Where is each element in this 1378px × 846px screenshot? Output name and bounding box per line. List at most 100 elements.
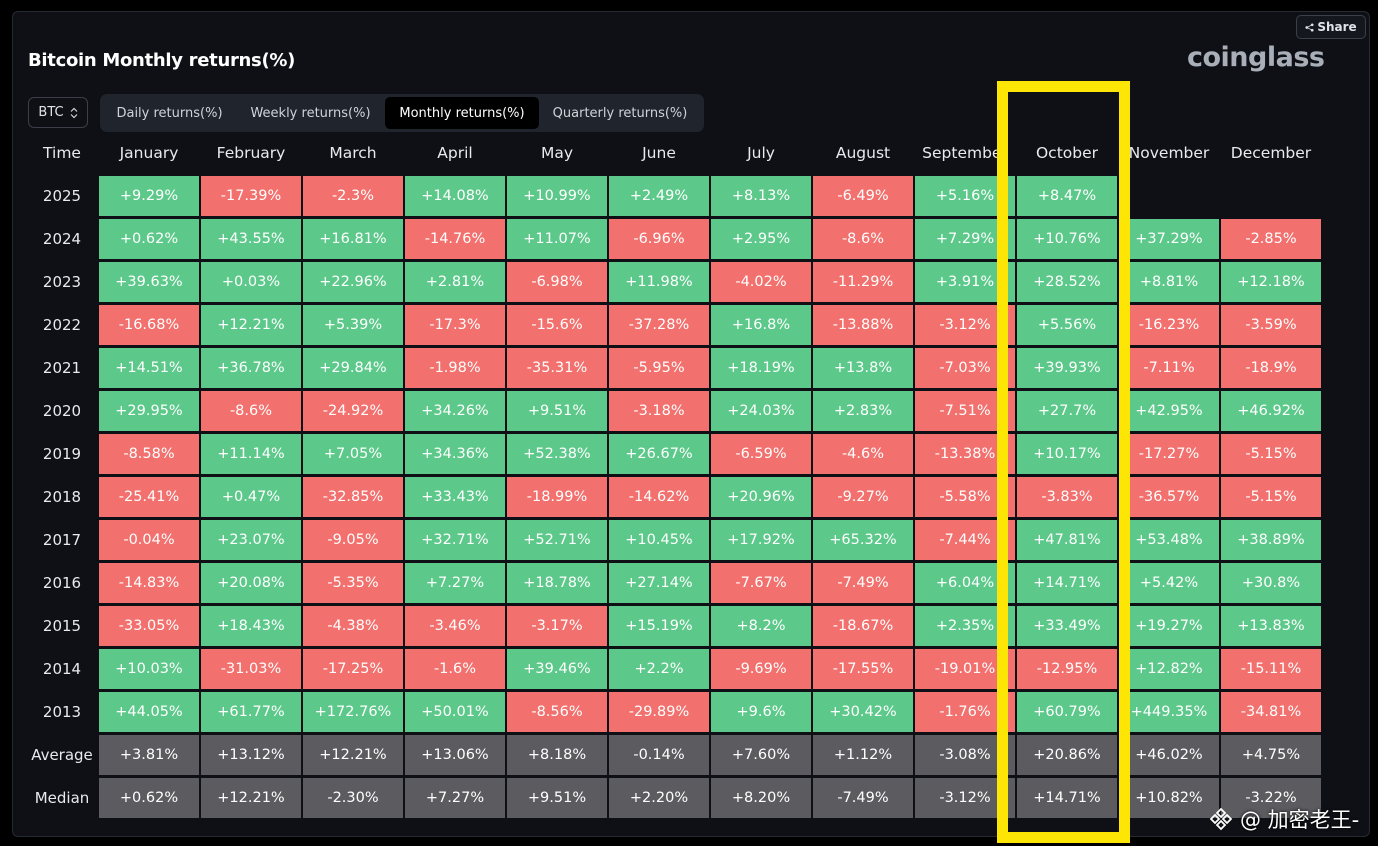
return-cell: -6.59% [711,434,811,474]
return-cell: -1.6% [405,649,505,689]
month-header-august: August [835,144,891,162]
return-cell: +19.27% [1119,606,1219,646]
return-cell: +0.03% [201,262,301,302]
return-cell: +10.99% [507,176,607,216]
return-cell: +34.36% [405,434,505,474]
return-cell: -7.49% [813,563,913,603]
return-cell: +30.8% [1221,563,1321,603]
return-cell: +30.42% [813,692,913,732]
return-cell: +10.03% [99,649,199,689]
return-cell: +13.8% [813,348,913,388]
return-cell: +60.79% [1017,692,1117,732]
page-title: Bitcoin Monthly returns(%) [28,50,296,71]
return-cell: +12.18% [1221,262,1321,302]
return-cell: +2.95% [711,219,811,259]
share-icon [1305,22,1314,32]
year-label: 2013 [42,703,82,721]
return-cell: +8.2% [711,606,811,646]
return-cell: +5.42% [1119,563,1219,603]
return-cell: +14.51% [99,348,199,388]
return-cell: +20.08% [201,563,301,603]
returns-tabs: Daily returns(%) Weekly returns(%) Monthly… [100,94,704,132]
return-cell: +65.32% [813,520,913,560]
return-cell: +449.35% [1119,692,1219,732]
stat-cell: +14.71% [1017,778,1117,818]
watermark: @ 加密老王- [1208,804,1359,834]
return-cell: +2.2% [609,649,709,689]
return-cell: -9.05% [303,520,403,560]
return-cell: +44.05% [99,692,199,732]
return-cell: -6.49% [813,176,913,216]
return-cell: +61.77% [201,692,301,732]
return-cell: -1.98% [405,348,505,388]
return-cell: +0.62% [99,219,199,259]
return-cell: +18.43% [201,606,301,646]
return-cell: -6.98% [507,262,607,302]
return-cell: -19.01% [915,649,1015,689]
coin-selector[interactable]: BTC [28,97,88,128]
binance-logo-icon [1209,807,1233,831]
return-cell: -7.51% [915,391,1015,431]
return-cell: +32.71% [405,520,505,560]
year-label: 2023 [42,273,82,291]
tab-daily-returns[interactable]: Daily returns(%) [116,105,223,121]
year-label: 2019 [42,445,82,463]
return-cell: +36.78% [201,348,301,388]
stat-cell: +4.75% [1221,735,1321,775]
return-cell: -14.83% [99,563,199,603]
return-cell: +16.8% [711,305,811,345]
return-cell: -9.69% [711,649,811,689]
return-cell: +22.96% [303,262,403,302]
return-cell: -25.41% [99,477,199,517]
month-header-july: July [747,144,775,162]
return-cell: +15.19% [609,606,709,646]
return-cell: +18.19% [711,348,811,388]
year-label: 2021 [42,359,82,377]
chevron-up-down-icon [70,107,78,118]
return-cell: -5.95% [609,348,709,388]
stat-cell: +0.62% [99,778,199,818]
return-cell: -35.31% [507,348,607,388]
return-cell: +43.55% [201,219,301,259]
return-cell: +33.43% [405,477,505,517]
share-button[interactable]: Share [1296,15,1366,39]
stat-cell: -2.30% [303,778,403,818]
return-cell: +12.21% [201,305,301,345]
return-cell: -37.28% [609,305,709,345]
return-cell: +39.63% [99,262,199,302]
stat-cell: +8.18% [507,735,607,775]
return-cell: -15.11% [1221,649,1321,689]
month-header-september: September [922,144,1008,162]
tab-weekly-returns[interactable]: Weekly returns(%) [250,105,371,121]
tab-quarterly-returns[interactable]: Quarterly returns(%) [552,105,688,121]
return-cell: +27.14% [609,563,709,603]
return-cell: -11.29% [813,262,913,302]
return-cell: -1.76% [915,692,1015,732]
return-cell: +10.45% [609,520,709,560]
return-cell: -3.83% [1017,477,1117,517]
return-cell: +172.76% [303,692,403,732]
return-cell: +28.52% [1017,262,1117,302]
stat-cell: -3.22% [1221,778,1321,818]
month-header-october: October [1035,144,1099,162]
return-cell: +2.81% [405,262,505,302]
month-header-april: April [437,144,473,162]
return-cell: +47.81% [1017,520,1117,560]
return-cell: +6.04% [915,563,1015,603]
tab-monthly-returns[interactable]: Monthly returns(%) [385,97,539,129]
month-header-june: June [642,144,676,162]
stat-cell: +3.81% [99,735,199,775]
return-cell: +2.35% [915,606,1015,646]
return-cell: +27.7% [1017,391,1117,431]
return-cell: +5.56% [1017,305,1117,345]
return-cell: +13.83% [1221,606,1321,646]
stat-cell: +20.86% [1017,735,1117,775]
return-cell: +7.05% [303,434,403,474]
stat-cell: +8.20% [711,778,811,818]
watermark-text: @ 加密老王- [1240,808,1360,832]
stat-cell: +9.51% [507,778,607,818]
return-cell: +3.91% [915,262,1015,302]
return-cell: +9.29% [99,176,199,216]
return-cell: -4.38% [303,606,403,646]
stat-cell: +12.21% [201,778,301,818]
